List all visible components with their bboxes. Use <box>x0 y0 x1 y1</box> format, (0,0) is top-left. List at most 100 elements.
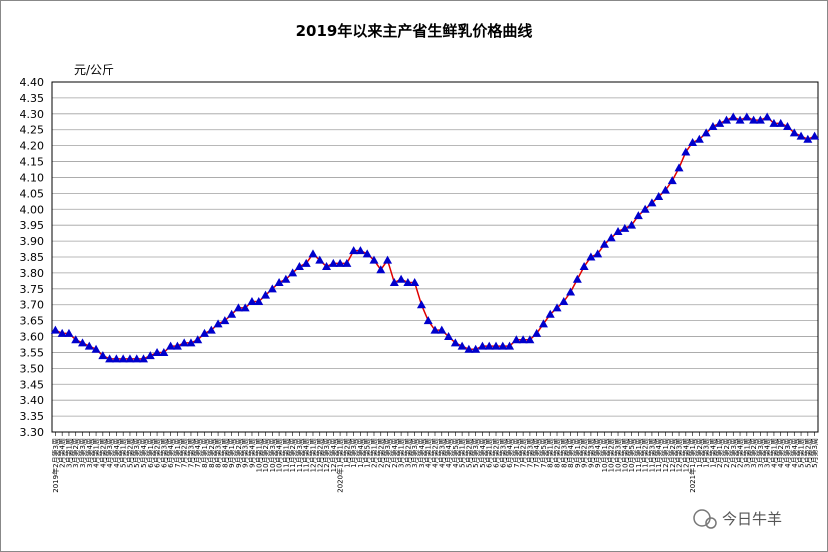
x-tick-label: 11月第3周 <box>295 438 304 472</box>
marker <box>498 341 508 350</box>
y-tick-label: 4.25 <box>20 124 45 137</box>
x-tick-label: 4月第2周 <box>98 438 107 468</box>
x-tick-label: 9月第4周 <box>593 438 602 468</box>
x-tick-label: 2月第1周 <box>715 438 724 468</box>
marker <box>701 128 711 137</box>
marker <box>410 277 420 286</box>
x-tick-label: 5月第3周 <box>471 438 480 468</box>
x-tick-label: 10月第4周 <box>275 438 284 472</box>
marker <box>416 300 426 309</box>
marker <box>796 131 806 140</box>
marker <box>220 316 230 325</box>
marker <box>84 341 94 350</box>
x-tick-label: 11月第2周 <box>641 438 650 472</box>
x-tick-label: 11月第4周 <box>302 438 311 472</box>
x-tick-label: 8月第3周 <box>214 438 223 468</box>
marker <box>681 147 691 156</box>
marker <box>647 198 657 207</box>
marker <box>640 204 650 213</box>
marker <box>383 255 393 264</box>
marker <box>240 303 250 312</box>
x-tick-label: 7月第1周 <box>512 438 521 468</box>
x-tick-label: 9月第2周 <box>580 438 589 468</box>
x-tick-label: 10月第5周 <box>627 438 636 472</box>
x-tick-label: 3月第2周 <box>403 438 412 468</box>
x-tick-label: 4月第4周 <box>444 438 453 468</box>
marker <box>308 249 318 258</box>
marker <box>484 341 494 350</box>
marker <box>125 354 135 363</box>
marker <box>315 255 325 264</box>
y-tick-label: 3.80 <box>20 267 45 280</box>
marker <box>708 122 718 131</box>
y-tick-label: 4.40 <box>20 76 45 89</box>
y-tick-label: 3.75 <box>20 283 45 296</box>
y-tick-label: 3.30 <box>20 426 45 439</box>
marker <box>518 335 528 344</box>
x-tick-label: 11月第3周 <box>647 438 656 472</box>
marker <box>437 325 447 334</box>
x-tick-label: 7月第3周 <box>186 438 195 468</box>
x-tick-label: 10月第2周 <box>261 438 270 472</box>
marker <box>620 223 630 232</box>
watermark-icon <box>693 509 717 529</box>
marker <box>694 134 704 143</box>
x-tick-label: 6月第3周 <box>159 438 168 468</box>
marker <box>389 277 399 286</box>
x-tick-label: 3月第3周 <box>410 438 419 468</box>
x-tick-label: 5月第2周 <box>803 438 812 468</box>
x-tick-label: 5月第1周 <box>119 438 128 468</box>
x-tick-label: 8月第2周 <box>553 438 562 468</box>
marker <box>688 137 698 146</box>
marker <box>91 344 101 353</box>
marker <box>606 233 616 242</box>
marker <box>342 258 352 267</box>
marker <box>206 325 216 334</box>
x-tick-label: 9月第2周 <box>234 438 243 468</box>
x-tick-label: 1月第4周 <box>708 438 717 468</box>
x-tick-label: 3月第3周 <box>78 438 87 468</box>
x-tick-label: 4月第5周 <box>451 438 460 468</box>
marker <box>362 249 372 258</box>
marker <box>471 344 481 353</box>
x-tick-label: 3月第3周 <box>756 438 765 468</box>
y-tick-label: 3.50 <box>20 362 45 375</box>
y-axis-label: 元/公斤 <box>74 63 114 77</box>
marker <box>322 262 332 271</box>
marker <box>511 335 521 344</box>
marker <box>586 252 596 261</box>
marker <box>593 249 603 258</box>
marker <box>599 239 609 248</box>
marker <box>50 325 60 334</box>
x-tick-label: 1月第3周 <box>349 438 358 468</box>
marker <box>728 112 738 121</box>
x-tick-label: 9月第3周 <box>241 438 250 468</box>
x-tick-label: 4月第1周 <box>769 438 778 468</box>
marker <box>403 277 413 286</box>
x-tick-label: 4月第3周 <box>783 438 792 468</box>
marker <box>186 338 196 347</box>
marker <box>139 354 149 363</box>
x-tick-label: 3月第1周 <box>397 438 406 468</box>
x-tick-label: 4月第3周 <box>105 438 114 468</box>
x-tick-label: 7月第4周 <box>532 438 541 468</box>
marker <box>538 319 548 328</box>
marker <box>444 332 454 341</box>
marker <box>803 134 813 143</box>
marker <box>301 258 311 267</box>
x-tick-label: 10月第1周 <box>600 438 609 472</box>
y-tick-label: 3.65 <box>20 315 45 328</box>
marker <box>179 338 189 347</box>
x-tick-label: 2月第4周 <box>58 438 67 468</box>
marker <box>159 347 169 356</box>
marker <box>735 115 745 124</box>
marker <box>430 325 440 334</box>
x-tick-label: 4月第1周 <box>424 438 433 468</box>
y-tick-label: 3.70 <box>20 299 45 312</box>
x-tick-label: 11月第4周 <box>654 438 663 472</box>
marker <box>654 192 664 201</box>
x-tick-label: 5月第1周 <box>458 438 467 468</box>
